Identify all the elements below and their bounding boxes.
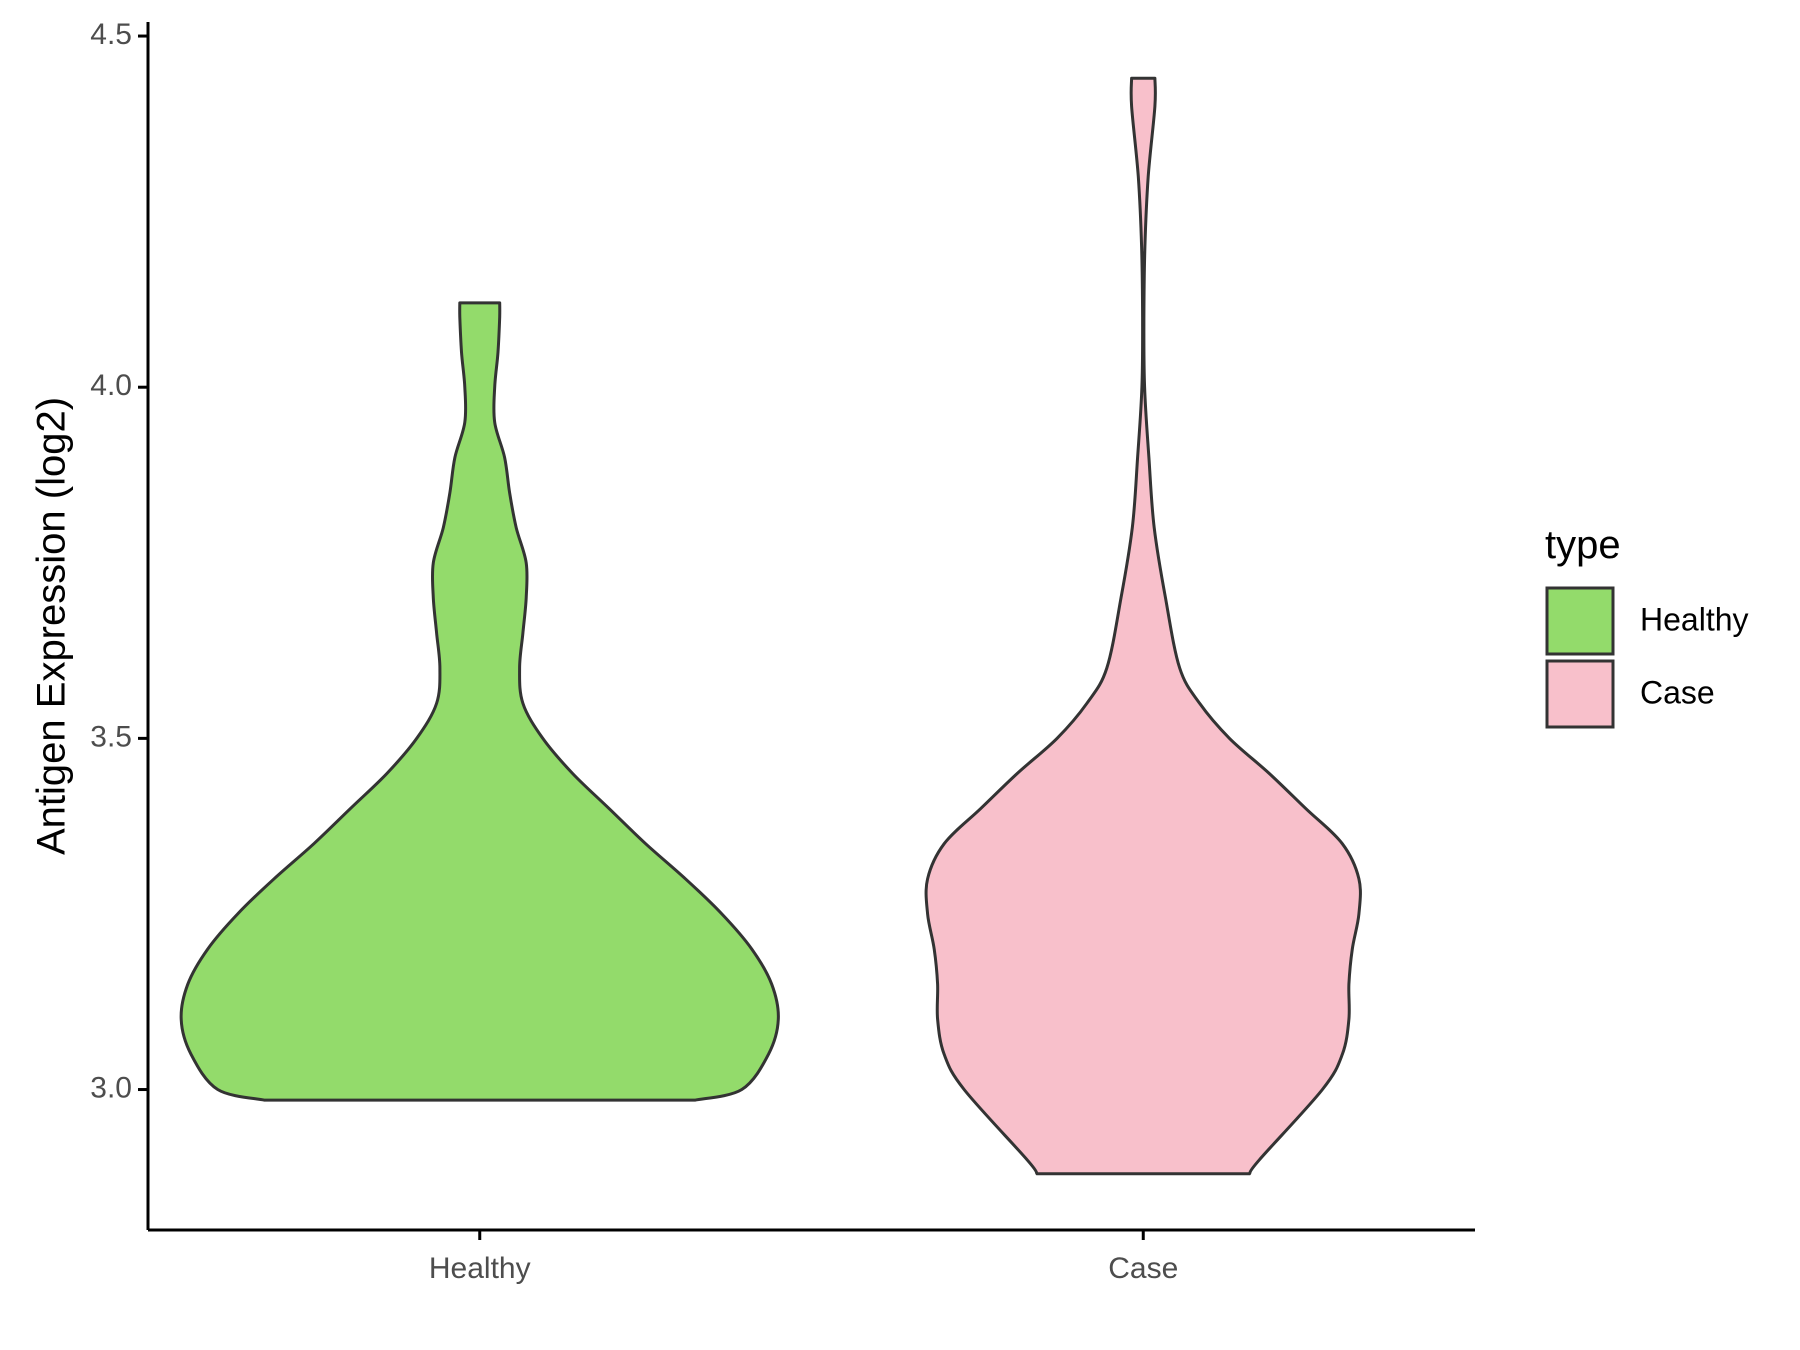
legend-swatch-case xyxy=(1545,659,1615,729)
y-axis-title: Antigen Expression (log2) xyxy=(30,397,74,855)
legend-label-healthy: Healthy xyxy=(1640,601,1749,637)
y-tick-label: 4.0 xyxy=(90,369,132,402)
legend-title: type xyxy=(1545,523,1621,567)
x-tick-label: Healthy xyxy=(429,1252,531,1285)
x-axis-ticks: Healthy Case xyxy=(429,1230,1178,1285)
legend: Healthy Case xyxy=(1545,586,1749,729)
violin-case xyxy=(924,76,1362,1176)
violin-healthy xyxy=(179,301,780,1102)
legend-swatch-healthy xyxy=(1545,586,1615,656)
y-tick-label: 3.5 xyxy=(90,720,132,753)
legend-label-case: Case xyxy=(1640,674,1715,710)
y-axis-ticks: 3.0 3.5 4.0 4.5 xyxy=(90,18,148,1104)
y-tick-label: 3.0 xyxy=(90,1071,132,1104)
y-tick-label: 4.5 xyxy=(90,18,132,51)
violin-layer xyxy=(179,76,1362,1176)
x-tick-label: Case xyxy=(1108,1252,1178,1285)
